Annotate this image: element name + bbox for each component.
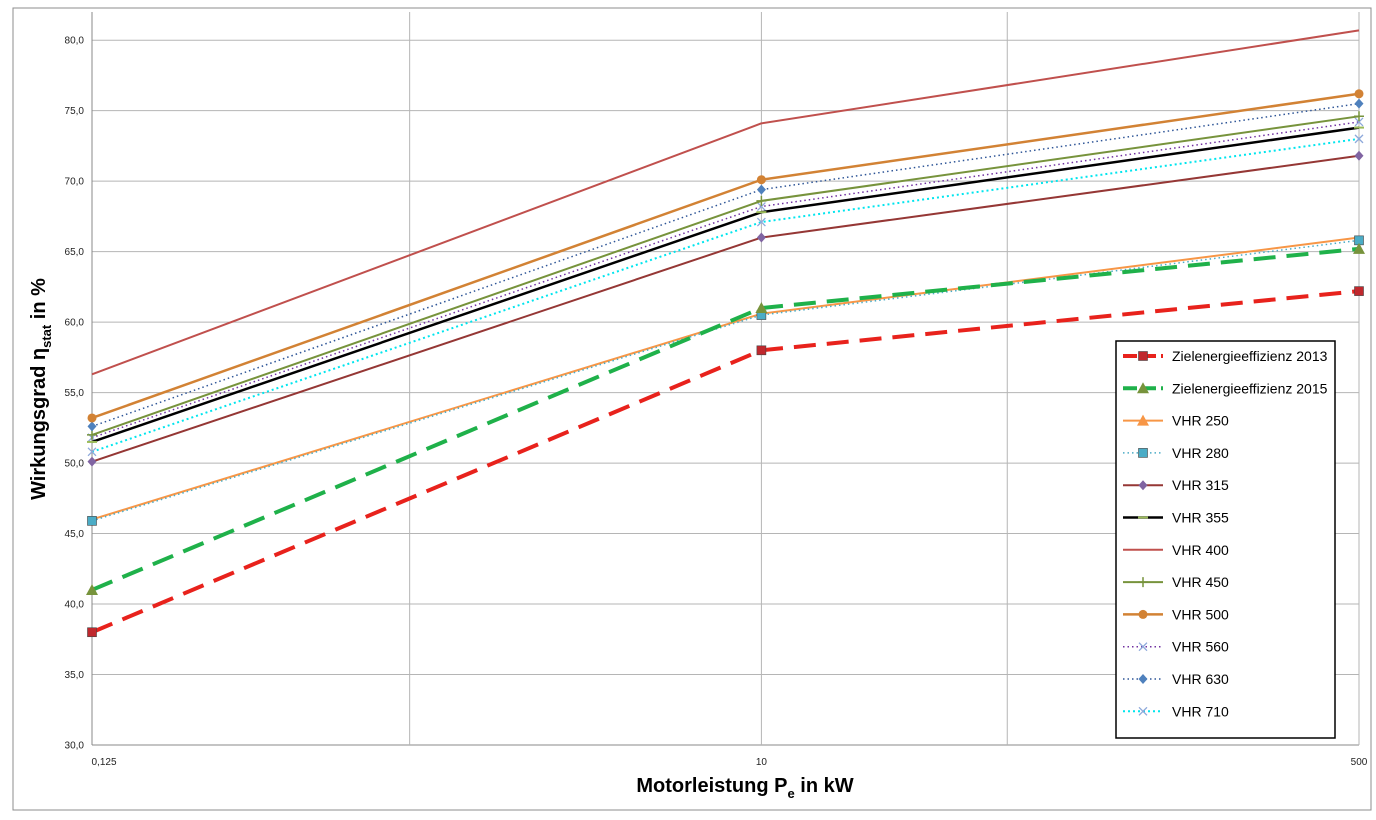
legend-item-vhr-400: VHR 400 — [1123, 542, 1229, 558]
y-tick-label: 75,0 — [65, 106, 85, 117]
legend-label-vhr-450: VHR 450 — [1172, 574, 1229, 590]
x-tick-label: 0,125 — [91, 757, 116, 768]
data-point-zielenergieeffizienz-2013 — [756, 345, 767, 356]
series-line-vhr-630 — [91, 102, 1360, 428]
legend-marker-vhr-630 — [1138, 674, 1148, 684]
data-point-vhr-500 — [1354, 89, 1364, 99]
y-axis-title: Wirkungsgrad ηstat in % — [28, 278, 54, 500]
y-tick-label: 60,0 — [65, 318, 85, 329]
legend-label-vhr-315: VHR 315 — [1172, 477, 1229, 493]
tick-labels: 30,0 35,0 40,0 45,0 50,0 55,0 60,0 65,0 70,0 75,0… — [65, 36, 1368, 768]
data-point-vhr-560 — [756, 202, 766, 211]
legend-marker-vhr-315 — [1138, 480, 1148, 491]
legend-marker-vhr-280 — [1138, 448, 1148, 458]
legend-label-vhr-560: VHR 560 — [1172, 639, 1229, 655]
legend-label-vhr-250: VHR 250 — [1172, 413, 1229, 429]
x-axis-title: Motorleistung Pe in kW — [636, 775, 853, 801]
data-point-vhr-500 — [87, 413, 97, 423]
series-vhr-450 — [87, 111, 1364, 440]
series-vhr-630 — [87, 98, 1364, 432]
data-point-vhr-450 — [1354, 111, 1364, 122]
legend-label-vhr-280: VHR 280 — [1172, 445, 1229, 461]
data-point-vhr-500 — [756, 175, 766, 185]
data-point-vhr-630 — [87, 421, 97, 432]
data-point-vhr-315 — [756, 232, 766, 243]
data-point-vhr-280 — [87, 516, 97, 526]
data-point-vhr-315 — [1354, 150, 1364, 161]
y-tick-label: 30,0 — [65, 741, 85, 752]
data-point-vhr-450 — [756, 195, 767, 206]
legend-item-vhr-355: VHR 355 — [1123, 510, 1229, 526]
legend-item-vhr-280: VHR 280 — [1123, 445, 1229, 461]
legend-label-vhr-630: VHR 630 — [1172, 671, 1229, 687]
y-tick-label: 45,0 — [65, 529, 85, 540]
legend-marker-vhr-500 — [1138, 609, 1148, 619]
legend-label-vhr-400: VHR 400 — [1172, 542, 1229, 558]
legend-item-vhr-560: VHR 560 — [1123, 639, 1229, 655]
legend-marker-vhr-710 — [1138, 706, 1148, 716]
y-tick-label: 50,0 — [65, 459, 85, 470]
series-vhr-710 — [87, 134, 1364, 457]
legend-marker-zielenergieeffizienz-2015 — [1137, 382, 1149, 394]
y-tick-label: 40,0 — [65, 600, 85, 611]
series-line-vhr-400 — [91, 29, 1360, 376]
legend-marker-vhr-250 — [1137, 414, 1149, 426]
data-point-zielenergieeffizienz-2015 — [755, 302, 768, 314]
legend-box — [1115, 340, 1336, 739]
data-point-zielenergieeffizienz-2013 — [87, 627, 97, 638]
data-point-zielenergieeffizienz-2015 — [86, 583, 98, 595]
data-point-zielenergieeffizienz-2015 — [1353, 242, 1365, 254]
legend-label-vhr-355: VHR 355 — [1172, 510, 1229, 526]
y-tick-label: 80,0 — [65, 36, 85, 47]
legend-item-zielenergieeffizienz-2013: Zielenergieeffizienz 2013 — [1123, 348, 1328, 364]
y-tick-label: 35,0 — [65, 670, 85, 681]
series-vhr-315 — [87, 150, 1364, 467]
data-point-vhr-710 — [87, 447, 97, 457]
legend-label-vhr-710: VHR 710 — [1172, 703, 1229, 719]
legend-item-vhr-710: VHR 710 — [1123, 703, 1229, 719]
legend-item-vhr-630: VHR 630 — [1123, 671, 1229, 687]
legend-item-zielenergieeffizienz-2015: Zielenergieeffizienz 2015 — [1123, 380, 1328, 396]
y-tick-label: 70,0 — [65, 177, 85, 188]
series-line-vhr-710 — [91, 137, 1360, 453]
data-point-vhr-630 — [1354, 98, 1364, 109]
legend-label-zielenergieeffizienz-2015: Zielenergieeffizienz 2015 — [1172, 380, 1328, 396]
series-vhr-280 — [87, 235, 1364, 526]
x-tick-label: 500 — [1351, 757, 1368, 768]
data-point-vhr-450 — [87, 429, 97, 440]
legend-marker-vhr-450 — [1138, 577, 1148, 588]
legend-marker-vhr-560 — [1138, 642, 1148, 652]
data-point-zielenergieeffizienz-2013 — [1354, 286, 1364, 296]
legend-item-vhr-500: VHR 500 — [1123, 606, 1229, 622]
y-tick-label: 65,0 — [65, 247, 85, 258]
series-zielenergieeffizienz-2013 — [87, 286, 1364, 638]
series-vhr-500 — [87, 89, 1364, 423]
data-point-vhr-710 — [1354, 134, 1364, 144]
data-point-vhr-710 — [756, 217, 766, 227]
x-tick-label: 10 — [756, 757, 768, 768]
y-tick-label: 55,0 — [65, 388, 85, 399]
series-zielenergieeffizienz-2015 — [86, 242, 1365, 595]
legend-marker-zielenergieeffizienz-2013 — [1138, 351, 1148, 361]
data-point-vhr-630 — [756, 184, 766, 195]
legend-item-vhr-315: VHR 315 — [1123, 477, 1229, 493]
series-layer — [86, 29, 1365, 638]
data-point-vhr-315 — [87, 456, 97, 467]
data-point-vhr-560 — [1354, 117, 1364, 127]
series-vhr-400 — [91, 29, 1360, 376]
legend-label-zielenergieeffizienz-2013: Zielenergieeffizienz 2013 — [1172, 348, 1328, 364]
series-vhr-355 — [87, 126, 1364, 444]
legend: Zielenergieeffizienz 2013 Zielenergieeffi… — [1115, 340, 1336, 739]
legend-label-vhr-500: VHR 500 — [1172, 606, 1229, 622]
legend-item-vhr-450: VHR 450 — [1123, 574, 1229, 590]
legend-item-vhr-250: VHR 250 — [1123, 413, 1229, 429]
